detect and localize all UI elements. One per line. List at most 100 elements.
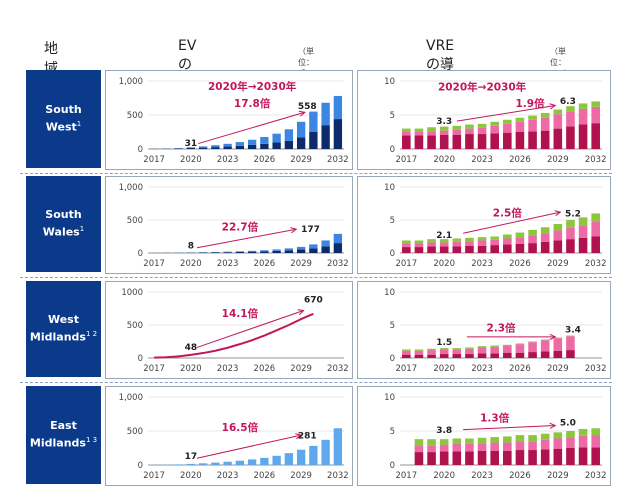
bar-segment bbox=[211, 462, 220, 465]
bar-segment bbox=[272, 142, 281, 149]
bar-segment bbox=[591, 221, 600, 237]
y-tick-label: 10 bbox=[384, 77, 395, 87]
bar-segment bbox=[515, 435, 525, 442]
value-label: 2.1 bbox=[436, 231, 452, 241]
bar-segment bbox=[553, 448, 563, 465]
bar-segment bbox=[260, 251, 269, 253]
bar-segment bbox=[333, 95, 343, 120]
bar-segment bbox=[553, 350, 563, 358]
growth-label: 2020年→2030年 bbox=[438, 80, 527, 93]
bar-segment bbox=[578, 103, 588, 109]
bar-segment bbox=[503, 123, 512, 133]
x-tick-label: 2017 bbox=[395, 364, 417, 374]
x-tick-label: 2032 bbox=[585, 155, 607, 165]
bar-segment bbox=[439, 348, 449, 350]
bar-segment bbox=[427, 246, 436, 253]
bar-segment bbox=[490, 450, 499, 465]
ev-panel-east-midlands: 0 500 1,000 2017 2020 2023 2026 2029 2032 16.5倍 17… bbox=[105, 386, 353, 486]
region-name: West Midlands bbox=[29, 313, 86, 344]
bar-segment bbox=[540, 340, 550, 352]
bar-segment bbox=[309, 132, 318, 149]
vre-chart-south-wales: 0 5 10 2017 2020 2023 2026 2029 2032 2.5倍 2.1 5.2 bbox=[384, 183, 607, 269]
growth-label: 1.3倍 bbox=[480, 411, 510, 424]
bar-segment bbox=[528, 131, 537, 149]
bar-segment bbox=[578, 217, 588, 226]
bar-segment bbox=[528, 243, 537, 253]
growth-label: 2020年→2030年 bbox=[208, 80, 297, 93]
bar-segment bbox=[321, 240, 330, 247]
ev-chart-east-midlands: 0 500 1,000 2017 2020 2023 2026 2029 2032 16.5倍 17… bbox=[119, 393, 349, 481]
region-west-midlands: West Midlands1 2 bbox=[26, 281, 101, 377]
value-label: 5.2 bbox=[565, 210, 581, 220]
x-tick-label: 2029 bbox=[547, 364, 569, 374]
x-tick-label: 2017 bbox=[395, 155, 417, 165]
bar-segment bbox=[439, 444, 449, 452]
growth-arrow-head bbox=[290, 227, 298, 234]
bar-segment bbox=[198, 147, 208, 149]
bar-segment bbox=[578, 428, 588, 436]
bar-segment bbox=[414, 132, 424, 136]
bar-segment bbox=[235, 145, 245, 149]
bar-segment bbox=[439, 349, 449, 355]
vre-panel-east-midlands: 0 5 10 2017 2020 2023 2026 2029 2032 1.3倍 3.8 5.0 bbox=[357, 386, 611, 486]
bar-segment bbox=[540, 117, 550, 131]
value-label: 6.3 bbox=[560, 97, 576, 107]
bar-segment bbox=[503, 238, 512, 245]
bar-segment bbox=[427, 445, 436, 453]
bar-segment bbox=[439, 451, 449, 465]
bar-segment bbox=[503, 345, 512, 353]
x-tick-label: 2032 bbox=[327, 259, 349, 269]
bar-segment bbox=[309, 248, 318, 253]
growth-arrow-head bbox=[554, 210, 562, 217]
region-south-west: South West1 bbox=[26, 70, 101, 168]
growth-arrow-line bbox=[196, 310, 304, 348]
bar-segment bbox=[284, 250, 294, 253]
bar-segment bbox=[490, 346, 499, 354]
bar-segment bbox=[540, 130, 550, 149]
bar-segment bbox=[427, 242, 436, 247]
bar-segment bbox=[414, 243, 424, 248]
bar-segment bbox=[452, 134, 462, 149]
y-tick-label: 5 bbox=[390, 111, 395, 121]
bar-segment bbox=[402, 132, 411, 136]
region-footnote: 1 bbox=[79, 225, 85, 234]
bar-segment bbox=[528, 441, 537, 451]
bar-segment bbox=[566, 431, 575, 438]
value-label: 558 bbox=[298, 102, 317, 112]
vre-panel-west-midlands: 0 5 10 2017 2020 2023 2026 2029 2032 2.3倍 1.5 3.4 bbox=[357, 281, 611, 379]
x-tick-label: 2017 bbox=[143, 364, 165, 374]
bar-segment bbox=[591, 123, 600, 149]
vre-chart-west-midlands: 0 5 10 2017 2020 2023 2026 2029 2032 2.3倍 1.5 3.4 bbox=[384, 288, 606, 374]
bar-segment bbox=[211, 252, 220, 253]
bar-segment bbox=[503, 352, 512, 358]
bar-segment bbox=[414, 445, 424, 453]
bar-segment bbox=[566, 437, 575, 448]
x-tick-label: 2029 bbox=[290, 259, 312, 269]
bar-segment bbox=[515, 232, 525, 238]
bar-segment bbox=[515, 352, 525, 358]
bar-segment bbox=[174, 464, 183, 465]
y-tick-label: 500 bbox=[127, 427, 143, 437]
bar-segment bbox=[452, 238, 462, 242]
bar-segment bbox=[578, 237, 588, 253]
bar-segment bbox=[515, 121, 525, 132]
bar-segment bbox=[503, 119, 512, 124]
bar-segment bbox=[321, 102, 330, 126]
x-tick-label: 2032 bbox=[585, 259, 607, 269]
value-label: 1.5 bbox=[436, 338, 452, 348]
bar-segment bbox=[553, 338, 563, 351]
y-tick-label: 500 bbox=[127, 111, 143, 121]
bar-segment bbox=[503, 442, 512, 451]
bar-segment bbox=[578, 108, 588, 125]
bar-segment bbox=[427, 127, 436, 132]
growth-label: 17.8倍 bbox=[234, 97, 271, 110]
bar-segment bbox=[452, 438, 462, 444]
bar-segment bbox=[452, 349, 462, 355]
bar-segment bbox=[477, 240, 487, 246]
bar-segment bbox=[414, 240, 424, 244]
value-label: 3.4 bbox=[565, 325, 581, 335]
growth-label: 2.5倍 bbox=[493, 207, 523, 220]
bar-segment bbox=[414, 354, 424, 358]
bar-segment bbox=[452, 443, 462, 452]
x-tick-label: 2032 bbox=[585, 471, 607, 481]
